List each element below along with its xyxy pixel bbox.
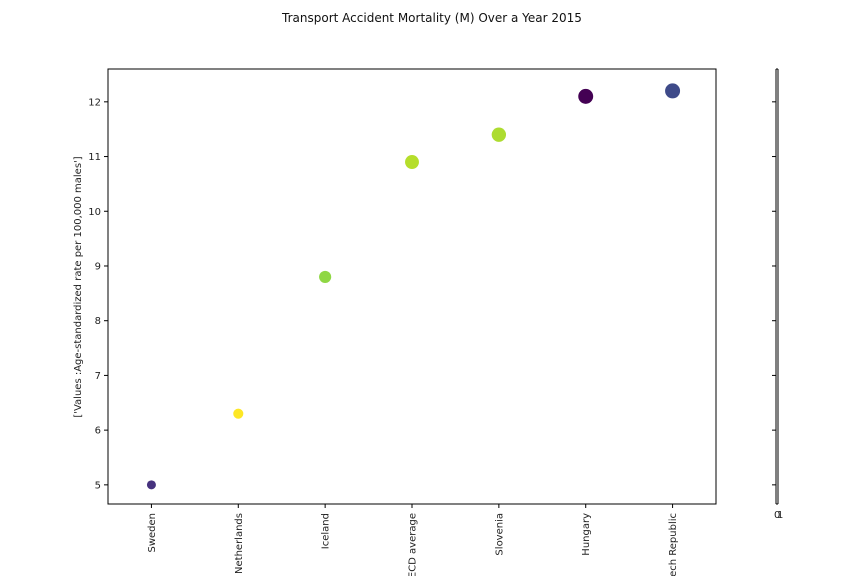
data-point xyxy=(578,88,594,104)
y-axis: 5 6 7 8 9 10 11 12 xyxy=(88,97,108,491)
y-tick-label: 8 xyxy=(95,316,101,327)
colorbar-tick-label: 1 xyxy=(777,510,783,521)
x-tick-label: Sweden xyxy=(147,513,158,553)
data-point xyxy=(405,155,419,169)
y-tick-label: 5 xyxy=(95,480,101,491)
chart-title: Transport Accident Mortality (M) Over a … xyxy=(281,11,582,25)
colorbar: 0 1 xyxy=(772,68,783,521)
x-tick-label: Netherlands xyxy=(234,513,245,574)
x-tick-label: Czech Republic xyxy=(668,513,679,576)
y-axis-label: ['Values :Age-standardized rate per 100,… xyxy=(73,156,84,417)
colorbar-tick-label: 0 xyxy=(774,510,780,521)
data-point xyxy=(146,480,156,490)
y-tick-label: 9 xyxy=(95,261,101,272)
y-tick-label: 6 xyxy=(95,426,101,437)
data-point xyxy=(491,127,507,142)
x-tick-label: Hungary xyxy=(581,513,592,556)
x-tick-label: Slovenia xyxy=(494,513,505,556)
x-tick-label: Iceland xyxy=(321,513,332,549)
x-axis: Sweden Netherlands Iceland OECD average Slov… xyxy=(147,504,679,576)
plot-area-frame xyxy=(107,68,717,505)
colorbar-ticks xyxy=(772,101,776,486)
x-tick-label: OECD average xyxy=(408,513,419,576)
y-tick-label: 12 xyxy=(88,97,101,108)
y-tick-label: 7 xyxy=(95,371,101,382)
data-points xyxy=(146,83,681,490)
y-tick-label: 10 xyxy=(88,207,101,218)
data-point xyxy=(665,83,681,99)
data-point xyxy=(319,270,332,284)
data-point xyxy=(233,408,244,419)
y-tick-label: 11 xyxy=(88,152,101,163)
